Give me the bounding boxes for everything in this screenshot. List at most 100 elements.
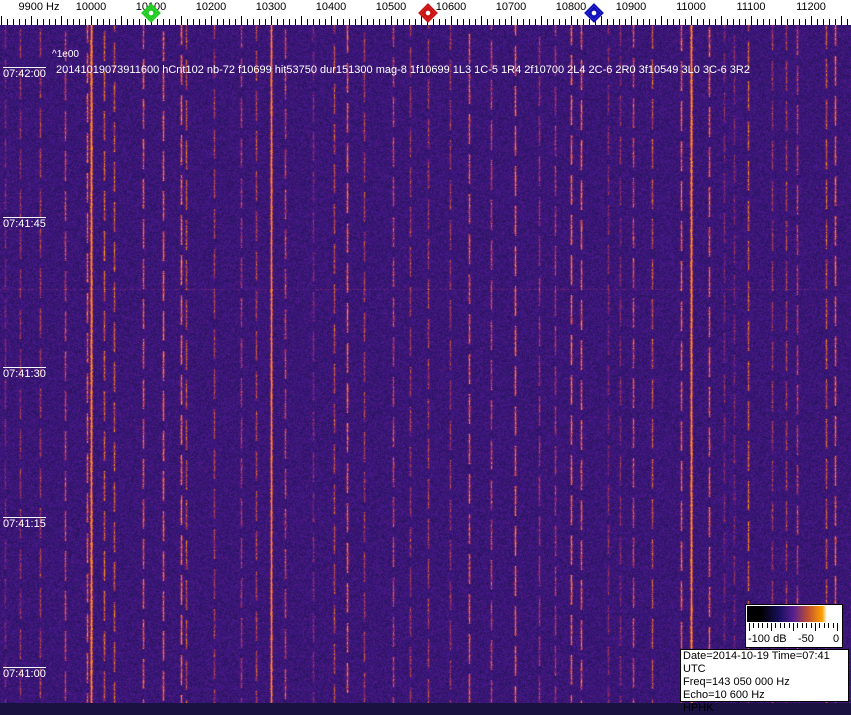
frequency-tick bbox=[835, 19, 836, 25]
frequency-tick bbox=[817, 19, 818, 25]
frequency-tick bbox=[277, 19, 278, 25]
frequency-tick bbox=[673, 19, 674, 25]
colorbar-tick bbox=[823, 623, 825, 628]
frequency-tick bbox=[391, 16, 392, 25]
colorbar-tick bbox=[801, 623, 803, 628]
frequency-tick bbox=[565, 19, 566, 25]
frequency-tick bbox=[757, 19, 758, 25]
frequency-tick bbox=[793, 19, 794, 25]
frequency-tick bbox=[553, 19, 554, 25]
frequency-tick bbox=[751, 16, 752, 25]
frequency-tick bbox=[55, 19, 56, 25]
frequency-tick bbox=[349, 19, 350, 25]
frequency-tick bbox=[451, 16, 452, 25]
frequency-tick bbox=[337, 19, 338, 25]
frequency-tick bbox=[175, 19, 176, 25]
frequency-tick bbox=[607, 19, 608, 25]
frequency-label: 10300 bbox=[255, 1, 287, 13]
frequency-tick bbox=[481, 16, 482, 25]
frequency-tick bbox=[1, 16, 2, 25]
frequency-tick bbox=[763, 19, 764, 25]
frequency-tick bbox=[355, 19, 356, 25]
frequency-tick bbox=[385, 19, 386, 25]
frequency-label: 11000 bbox=[676, 1, 706, 13]
colorbar-tick bbox=[784, 623, 786, 628]
frequency-tick bbox=[811, 16, 812, 25]
frequency-tick bbox=[559, 19, 560, 25]
frequency-tick bbox=[661, 16, 662, 25]
meteor-event-text: 20141019073911600 hCnt102 nb-72 f10699 h… bbox=[56, 64, 750, 76]
frequency-tick bbox=[85, 19, 86, 25]
colorbar-label-min: -100 dB bbox=[748, 633, 787, 645]
frequency-tick bbox=[157, 19, 158, 25]
frequency-tick bbox=[841, 16, 842, 25]
frequency-tick bbox=[589, 19, 590, 25]
frequency-tick bbox=[199, 19, 200, 25]
frequency-tick bbox=[283, 19, 284, 25]
frequency-tick bbox=[361, 16, 362, 25]
frequency-tick bbox=[97, 19, 98, 25]
frequency-tick bbox=[697, 19, 698, 25]
event-prefix: ^1e00 bbox=[52, 49, 79, 60]
colorbar-tick bbox=[828, 623, 830, 628]
frequency-tick bbox=[745, 19, 746, 25]
frequency-tick bbox=[433, 19, 434, 25]
color-scale: -100 dB -50 0 bbox=[745, 604, 843, 648]
frequency-label: 10000 bbox=[75, 1, 107, 13]
colorbar-tick bbox=[775, 623, 777, 628]
frequency-tick bbox=[613, 19, 614, 25]
colorbar-tick bbox=[766, 623, 768, 628]
frequency-tick bbox=[667, 19, 668, 25]
frequency-tick bbox=[505, 19, 506, 25]
colorbar-tick bbox=[806, 623, 808, 628]
frequency-tick bbox=[139, 19, 140, 25]
frequency-tick bbox=[241, 16, 242, 25]
info-date: Date=2014-10-19 Time=07:41 UTC bbox=[683, 650, 830, 675]
frequency-tick bbox=[49, 19, 50, 25]
frequency-tick bbox=[535, 19, 536, 25]
frequency-tick bbox=[727, 19, 728, 25]
frequency-label: 10600 bbox=[435, 1, 467, 13]
frequency-tick bbox=[367, 19, 368, 25]
frequency-tick bbox=[235, 19, 236, 25]
time-label: 07:41:30 bbox=[3, 367, 46, 380]
colorbar-tick bbox=[749, 623, 750, 631]
frequency-label: 10500 bbox=[375, 1, 407, 13]
info-station: HPHK bbox=[683, 702, 714, 714]
frequency-tick bbox=[691, 16, 692, 25]
frequency-tick bbox=[271, 16, 272, 25]
frequency-tick bbox=[115, 19, 116, 25]
frequency-tick bbox=[37, 19, 38, 25]
frequency-tick bbox=[823, 19, 824, 25]
frequency-tick bbox=[493, 19, 494, 25]
frequency-tick bbox=[133, 19, 134, 25]
frequency-tick bbox=[109, 19, 110, 25]
frequency-tick bbox=[145, 19, 146, 25]
frequency-label: 10800 bbox=[555, 1, 587, 13]
frequency-tick bbox=[619, 19, 620, 25]
colorbar-tick bbox=[815, 623, 816, 631]
frequency-tick bbox=[73, 19, 74, 25]
frequency-tick bbox=[445, 19, 446, 25]
info-freq: Freq=143 050 000 Hz bbox=[683, 676, 790, 688]
frequency-tick bbox=[121, 16, 122, 25]
frequency-tick bbox=[649, 19, 650, 25]
colorbar-tick bbox=[793, 623, 794, 631]
frequency-tick bbox=[259, 19, 260, 25]
colorbar-tick bbox=[837, 623, 838, 631]
colorbar-tick bbox=[762, 623, 764, 628]
frequency-tick bbox=[229, 19, 230, 25]
frequency-tick bbox=[487, 19, 488, 25]
frequency-tick bbox=[61, 16, 62, 25]
frequency-tick bbox=[799, 19, 800, 25]
frequency-label: 10400 bbox=[315, 1, 347, 13]
frequency-tick bbox=[79, 19, 80, 25]
frequency-tick bbox=[31, 16, 32, 25]
colorbar-tick bbox=[753, 623, 755, 628]
frequency-tick bbox=[703, 19, 704, 25]
colorbar-tick bbox=[788, 623, 790, 628]
frequency-tick bbox=[571, 16, 572, 25]
frequency-tick bbox=[379, 19, 380, 25]
frequency-tick bbox=[301, 16, 302, 25]
colorbar-label-max: 0 bbox=[833, 633, 840, 645]
